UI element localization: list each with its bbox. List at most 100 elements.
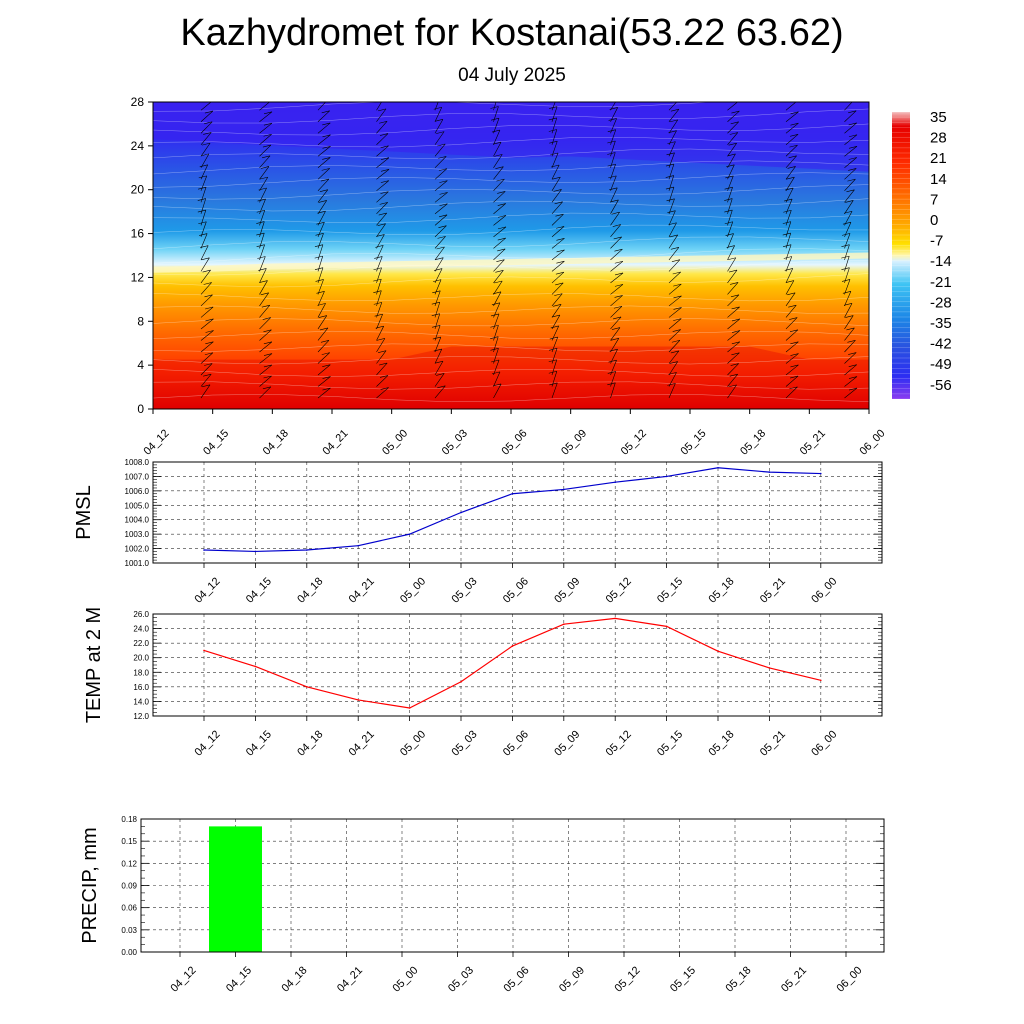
x-tick-label: 04_12	[192, 728, 222, 758]
wind-barb-staff	[610, 338, 620, 353]
wind-barb-staff	[434, 257, 444, 272]
wind-barb-staff	[785, 155, 797, 168]
x-tick-label: 06_00	[857, 427, 887, 457]
lower-warm-band	[153, 346, 869, 409]
wind-barb-staff	[610, 371, 617, 387]
y-tick-label: 16.0	[133, 683, 149, 692]
wind-barb-staff	[668, 259, 681, 272]
wind-barb-flag	[439, 214, 448, 218]
wind-barb-staff	[668, 234, 678, 249]
wind-barb-staff	[727, 233, 734, 249]
wind-barb-flag	[316, 221, 325, 225]
wind-barb-staff	[785, 233, 792, 249]
wind-barb-flag	[608, 359, 617, 363]
wind-barb-flag	[789, 317, 798, 320]
wind-barb-staff	[844, 222, 852, 237]
wind-barb-flag	[261, 155, 271, 159]
wind-barb-flag	[556, 238, 565, 241]
y-tick-label: 1004.0	[125, 516, 150, 525]
wind-barb-flag	[790, 122, 799, 126]
wind-barb-staff	[551, 164, 560, 180]
wind-barb-staff	[727, 257, 737, 272]
wind-barb-staff	[259, 134, 272, 145]
wind-barb-flag	[495, 166, 504, 170]
wind-barb-flag	[787, 166, 796, 169]
wind-barb-staff	[259, 198, 266, 214]
precip-chart: 0.00 0.03 0.06 0.09 0.12 0.15 0.18 04_12 04_15 04…	[79, 815, 885, 995]
wind-barb-staff	[376, 145, 389, 157]
wind-barb-flag	[379, 375, 389, 378]
contour-line	[153, 343, 869, 352]
x-tick-label: 05_06	[501, 728, 531, 758]
wind-barb-staff	[376, 314, 383, 330]
wind-barb-staff	[785, 187, 794, 203]
wind-barb-staff	[317, 122, 331, 134]
heatmap-fill	[153, 99, 869, 409]
wind-barb-staff	[434, 203, 448, 215]
wind-barb-staff	[668, 295, 682, 307]
wind-barb-flag	[671, 339, 680, 343]
wind-barb-staff	[434, 131, 445, 145]
wind-barb-flag	[790, 353, 799, 356]
wind-barb-flag	[437, 143, 446, 147]
wind-barb-staff	[376, 375, 389, 387]
wind-barb-staff	[844, 303, 853, 318]
wind-barb-flag	[842, 290, 851, 294]
x-tick-label: 05_03	[446, 964, 476, 994]
wind-barb-flag	[790, 364, 799, 368]
wind-barb-flag	[263, 353, 273, 356]
wind-barb-staff	[493, 336, 499, 353]
colorbar-label: -49	[930, 356, 952, 373]
chart-subtitle: 04 July 2025	[458, 65, 566, 86]
wind-barb-flag	[319, 189, 328, 193]
wind-barb-flag	[841, 279, 851, 282]
x-tick-label: 05_15	[655, 728, 685, 758]
wind-barb-flag	[432, 336, 441, 340]
wind-barb-flag	[204, 352, 213, 356]
x-tick-label: 04_18	[261, 427, 291, 457]
wind-barb-flag	[783, 256, 792, 259]
wind-barb-staff	[551, 371, 558, 387]
wind-barb-staff	[493, 371, 501, 387]
wind-barb-staff	[259, 187, 267, 203]
y-tick-label: 28	[131, 95, 145, 109]
wind-barb-flag	[374, 256, 383, 259]
colorbar-label: -42	[930, 336, 952, 353]
wind-barb-staff	[727, 175, 734, 191]
wind-barb-flag	[320, 178, 329, 182]
wind-barb-staff	[551, 271, 565, 284]
wind-barb-flag	[848, 134, 858, 138]
data-point	[408, 533, 411, 535]
wind-barb-staff	[376, 362, 388, 376]
x-tick-label: 05_21	[798, 427, 828, 457]
x-tick-label: 04_12	[192, 575, 222, 605]
x-tick-label: 05_21	[758, 575, 788, 605]
wind-barb-flag	[497, 226, 507, 230]
pmsl-chart: 1001.0 1002.0 1003.0 1004.0 1005.0 1006.0 1007…	[73, 458, 883, 606]
wind-barb-staff	[610, 306, 623, 318]
wind-barb-flag	[319, 327, 329, 331]
wind-barb-flag	[497, 248, 506, 252]
wind-barb-flag	[433, 106, 442, 110]
wind-barb-flag	[437, 236, 446, 239]
wind-barb-staff	[493, 348, 499, 364]
contour-line	[153, 381, 869, 390]
wind-barb-staff	[844, 168, 857, 180]
data-point	[768, 471, 771, 473]
wind-barb-staff	[200, 373, 212, 387]
contour-line	[153, 184, 869, 200]
wind-barb-staff	[493, 248, 506, 261]
wind-barb-flag	[497, 215, 507, 218]
wind-barb-flag	[553, 189, 562, 192]
wind-barb-staff	[376, 121, 388, 134]
wind-barb-flag	[729, 132, 738, 135]
wind-barb-staff	[434, 290, 441, 307]
data-point	[614, 481, 616, 484]
wind-barb-flag	[609, 187, 618, 191]
wind-barb-flag	[789, 386, 798, 390]
wind-barb-flag	[672, 99, 680, 101]
wind-barb-flag	[263, 364, 272, 368]
y-tick-label: 20	[131, 183, 145, 197]
data-point	[820, 679, 822, 682]
x-tick-label: 05_12	[619, 427, 649, 457]
